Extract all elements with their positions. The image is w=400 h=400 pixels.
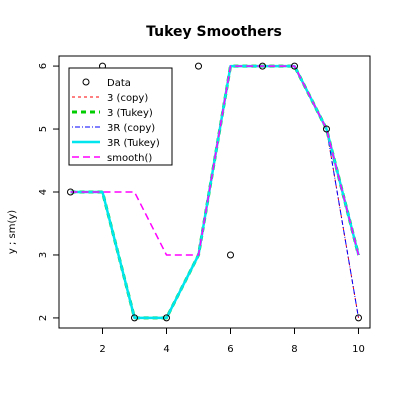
legend-box [68, 67, 173, 166]
data-point [195, 62, 202, 70]
legend-marker-data [82, 78, 90, 86]
y-tick-label: 2 [38, 315, 49, 321]
y-axis-label: y ; sm(y) [7, 210, 18, 254]
plot-marks [67, 62, 362, 322]
x-tick-label: 2 [99, 344, 105, 355]
legend: Data 3 (copy) 3 (Tukey) 3R (copy) 3R (Tukey)… [68, 67, 173, 166]
x-tick-label: 8 [291, 344, 297, 355]
y-tick-label: 3 [38, 252, 49, 258]
x-tick-label: 10 [352, 344, 365, 355]
data-point [259, 62, 266, 70]
y-tick-label: 6 [38, 63, 49, 69]
data-point [323, 125, 330, 133]
legend-label-5: smooth() [107, 153, 152, 164]
data-point [227, 251, 234, 259]
series-line-5 [70, 65, 360, 256]
y-tick-label: 4 [38, 189, 49, 195]
data-point [355, 314, 362, 322]
chart-title: Tukey Smoothers [146, 24, 282, 40]
data-point [131, 314, 138, 322]
legend-label-3: 3R (copy) [107, 123, 155, 134]
data-point [291, 62, 298, 70]
y-tick-label: 5 [38, 126, 49, 132]
legend-label-2: 3 (Tukey) [107, 108, 153, 119]
data-point [67, 188, 74, 196]
data-point [163, 314, 170, 322]
x-tick-label: 4 [163, 344, 169, 355]
legend-label-1: 3 (copy) [107, 93, 148, 104]
axes: 2 4 6 8 10 2 3 4 5 6 [38, 55, 371, 355]
x-tick-label: 6 [227, 344, 233, 355]
legend-label-data: Data [107, 78, 131, 89]
legend-label-4: 3R (Tukey) [107, 138, 160, 149]
